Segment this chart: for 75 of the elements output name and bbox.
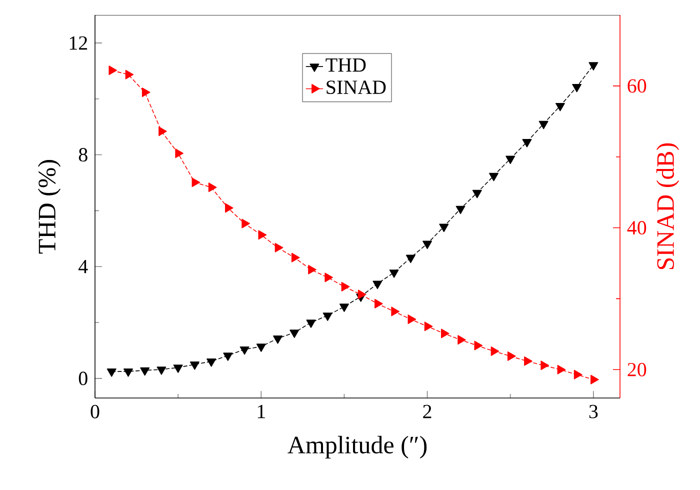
point bbox=[588, 62, 598, 70]
y2-axis-title: SINAD (dB) bbox=[656, 143, 680, 270]
point bbox=[175, 148, 184, 158]
x-axis-title: Amplitude (″) bbox=[288, 436, 427, 459]
point bbox=[458, 335, 466, 345]
point bbox=[240, 346, 250, 355]
point bbox=[540, 360, 549, 370]
y-axis-title: THD (%) bbox=[38, 160, 61, 254]
point bbox=[324, 272, 333, 282]
point bbox=[422, 240, 432, 250]
point bbox=[242, 218, 250, 228]
point bbox=[291, 252, 300, 262]
point bbox=[192, 178, 200, 188]
point bbox=[372, 280, 382, 290]
point bbox=[439, 224, 449, 232]
point bbox=[555, 102, 565, 112]
point bbox=[358, 290, 366, 300]
y2-tick-label: 60 bbox=[628, 79, 646, 93]
point bbox=[389, 270, 399, 278]
point bbox=[408, 314, 416, 324]
point bbox=[522, 139, 532, 148]
x-tick-label: 0 bbox=[90, 404, 100, 418]
point bbox=[490, 346, 500, 356]
point bbox=[424, 322, 433, 332]
point bbox=[125, 70, 134, 80]
point bbox=[308, 264, 316, 274]
point bbox=[374, 298, 383, 308]
point bbox=[557, 364, 566, 374]
legend-label: SINAD bbox=[326, 80, 386, 94]
point bbox=[391, 306, 400, 316]
point bbox=[225, 203, 234, 213]
point bbox=[256, 344, 266, 352]
point bbox=[173, 364, 183, 373]
point bbox=[339, 304, 349, 312]
point bbox=[472, 190, 482, 198]
point bbox=[507, 351, 516, 361]
point bbox=[156, 366, 166, 375]
point bbox=[158, 126, 167, 136]
point bbox=[406, 254, 416, 264]
point bbox=[106, 368, 116, 377]
legend-label: THD bbox=[326, 58, 366, 72]
y2-tick-label: 40 bbox=[627, 221, 646, 235]
point bbox=[142, 88, 150, 98]
point bbox=[208, 182, 217, 192]
point bbox=[306, 320, 316, 328]
point bbox=[140, 367, 150, 376]
x-tick-label: 1 bbox=[258, 404, 265, 418]
point bbox=[574, 370, 582, 380]
point bbox=[274, 242, 284, 252]
point bbox=[341, 282, 350, 292]
point bbox=[258, 230, 267, 240]
point bbox=[456, 206, 466, 214]
point bbox=[190, 362, 200, 370]
point bbox=[538, 120, 548, 130]
point bbox=[124, 368, 133, 377]
y-tick-label: 12 bbox=[70, 36, 88, 50]
point bbox=[506, 156, 516, 164]
point bbox=[322, 312, 332, 321]
point bbox=[524, 356, 532, 366]
x-tick-label: 3 bbox=[589, 404, 598, 418]
point bbox=[441, 328, 450, 338]
y-tick-label: 4 bbox=[78, 260, 88, 274]
y-tick-label: 0 bbox=[78, 372, 88, 386]
point bbox=[590, 374, 599, 384]
point bbox=[223, 352, 233, 361]
point bbox=[108, 66, 118, 76]
y-tick-label: 8 bbox=[78, 148, 88, 162]
point bbox=[273, 336, 282, 344]
point bbox=[474, 340, 483, 350]
point bbox=[290, 330, 300, 338]
point bbox=[206, 358, 216, 367]
x-tick-label: 2 bbox=[423, 404, 432, 418]
point bbox=[572, 84, 582, 92]
y2-tick-label: 20 bbox=[628, 362, 646, 376]
point bbox=[489, 172, 498, 182]
